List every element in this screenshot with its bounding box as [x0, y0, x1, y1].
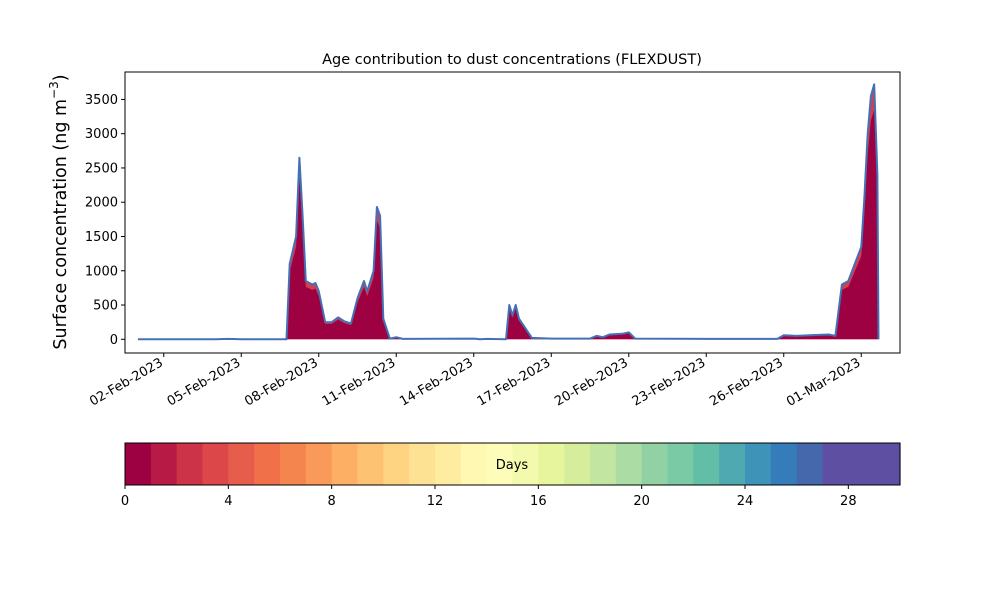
colorbar-segment	[796, 443, 824, 485]
colorbar-segment	[641, 443, 669, 485]
colorbar-tick-label: 20	[633, 494, 650, 509]
colorbar-segment	[770, 443, 798, 485]
colorbar-tick-label: 12	[427, 494, 444, 509]
colorbar-segment	[176, 443, 204, 485]
colorbar-segment	[745, 443, 772, 485]
colorbar-tick-label: 16	[530, 494, 547, 509]
y-axis-label-superscript: −3	[47, 81, 61, 99]
colorbar: 0 4 8 12 16 20 24 28	[121, 442, 901, 509]
colorbar-segment	[150, 443, 178, 485]
colorbar-segment	[460, 443, 488, 485]
y-axis-label: Surface concentration (ng m−3)	[47, 74, 71, 349]
y-axis-label-close: )	[51, 74, 71, 81]
colorbar-tick-label: 8	[328, 494, 336, 509]
colorbar-segment	[615, 443, 643, 485]
colorbar-segment	[822, 443, 849, 485]
colorbar-segment	[409, 443, 436, 485]
colorbar-segment	[590, 443, 617, 485]
plot-frame	[124, 71, 901, 354]
colorbar-segment	[719, 443, 746, 485]
x-tick-label: 08-Feb-2023	[242, 355, 321, 409]
x-tick-label: 05-Feb-2023	[165, 355, 244, 409]
colorbar-frame	[124, 442, 901, 486]
plot-area	[137, 83, 880, 341]
colorbar-segment	[435, 443, 462, 485]
colorbar-tick-label: 0	[121, 494, 129, 509]
colorbar-segment	[254, 443, 281, 485]
colorbar-segment	[383, 443, 410, 485]
colorbar-segment	[331, 443, 359, 485]
colorbar-segment	[486, 443, 514, 485]
x-tick-label: 01-Mar-2023	[784, 355, 863, 409]
colorbar-label: Days	[496, 458, 529, 473]
x-tick-label: 20-Feb-2023	[552, 355, 631, 409]
x-tick-label: 26-Feb-2023	[707, 355, 786, 409]
colorbar-segment	[667, 443, 694, 485]
y-tick-label: 0	[110, 333, 118, 348]
colorbar-segment	[202, 443, 229, 485]
x-tick-label: 14-Feb-2023	[397, 355, 476, 409]
y-tick-label: 1000	[85, 264, 118, 279]
x-tick-label: 02-Feb-2023	[87, 355, 166, 409]
colorbar-segment	[693, 443, 720, 485]
x-tick-label: 17-Feb-2023	[475, 355, 554, 409]
colorbar-segment	[125, 443, 152, 485]
colorbar-segment	[357, 443, 384, 485]
y-tick-label: 3500	[85, 93, 118, 108]
y-tick-label: 500	[93, 299, 118, 314]
colorbar-segment	[228, 443, 255, 485]
axes: 050010001500200025003000350002-Feb-20230…	[85, 71, 901, 410]
y-tick-label: 2500	[85, 161, 118, 176]
colorbar-segment	[305, 443, 333, 485]
chart-title: Age contribution to dust concentrations …	[322, 52, 702, 68]
series-line-total	[137, 83, 880, 341]
x-tick-label: 11-Feb-2023	[320, 355, 399, 409]
colorbar-segment	[564, 443, 591, 485]
y-tick-label: 1500	[85, 230, 118, 245]
colorbar-segment	[848, 443, 875, 485]
colorbar-segment	[538, 443, 565, 485]
colorbar-tick-label: 4	[224, 494, 232, 509]
colorbar-tick-label: 24	[737, 494, 754, 509]
colorbar-segment	[874, 443, 901, 485]
colorbar-tick-label: 28	[840, 494, 857, 509]
y-tick-label: 2000	[85, 196, 118, 211]
colorbar-segment	[280, 443, 307, 485]
colorbar-segment	[512, 443, 539, 485]
y-tick-label: 3000	[85, 127, 118, 142]
series-area-day-0	[137, 109, 879, 340]
y-axis-label-main: Surface concentration (ng m	[51, 99, 71, 350]
x-tick-label: 23-Feb-2023	[630, 355, 709, 409]
series-area-older	[137, 84, 879, 340]
